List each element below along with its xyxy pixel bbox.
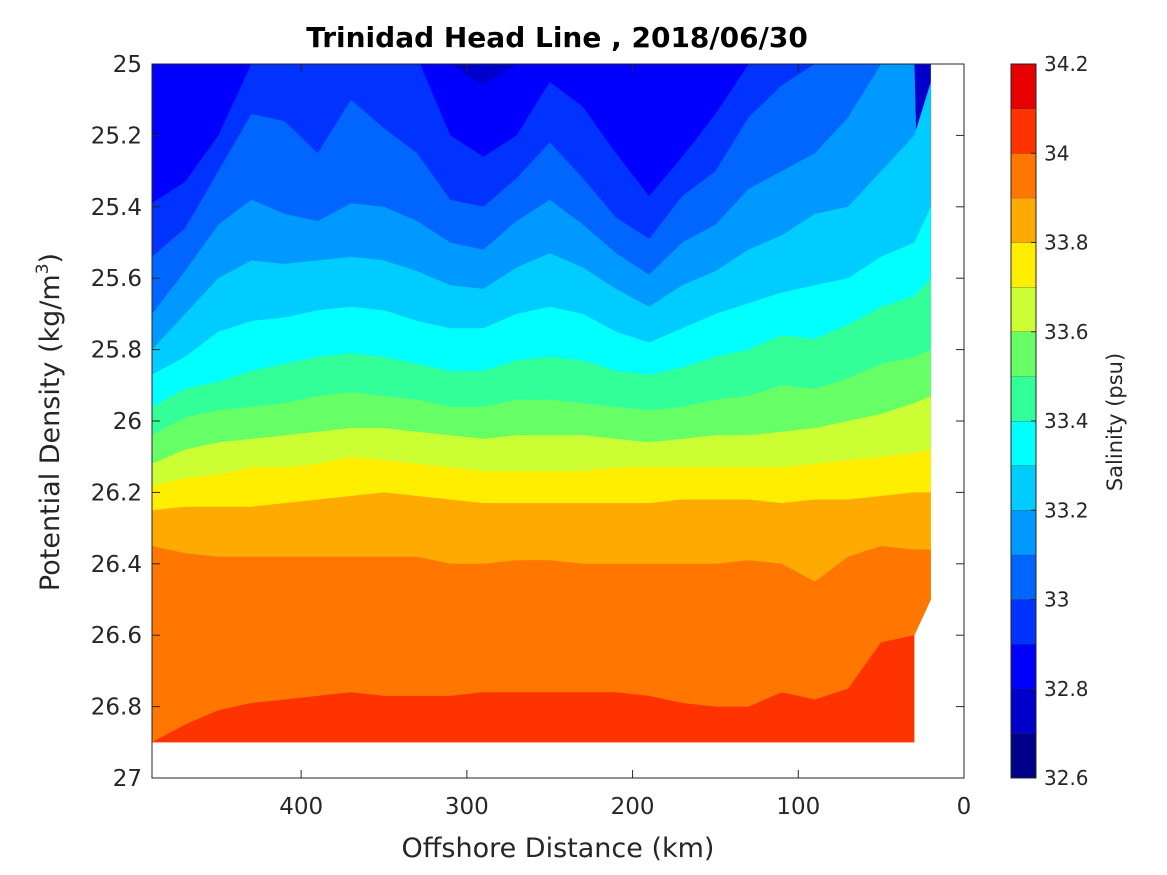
salinity-band-34 — [152, 635, 931, 743]
y-tick-label: 25.2 — [91, 123, 142, 149]
x-tick-label: 400 — [279, 794, 323, 820]
axes: 400 300 200 100 0 25 25.2 25.4 25.6 25.8 26 26.2 26.… — [91, 52, 972, 820]
colorbar-segment — [1011, 64, 1036, 109]
colorbar-segment — [1011, 153, 1036, 198]
y-tick-label: 25.8 — [91, 338, 142, 364]
colorbar-segment — [1011, 376, 1036, 421]
y-axis-label-superscript: 3 — [33, 263, 53, 274]
y-tick-label: 26.2 — [91, 480, 142, 506]
colorbar-tick-label: 34 — [1044, 141, 1069, 165]
chart-title: Trinidad Head Line , 2018/06/30 — [306, 21, 808, 54]
plot-area — [152, 64, 931, 743]
y-tick-label: 27 — [113, 766, 142, 792]
colorbar-tick-label: 32.6 — [1044, 766, 1089, 790]
salinity-band-33-9 — [152, 546, 931, 743]
colorbar-tick-label: 33 — [1044, 588, 1069, 612]
contour-fill-group — [152, 64, 931, 743]
colorbar-segment — [1011, 197, 1036, 243]
x-axis-label: Offshore Distance (km) — [402, 833, 715, 864]
colorbar-segment — [1011, 331, 1036, 377]
y-tick-label: 25.6 — [91, 266, 142, 292]
x-tick-label: 300 — [445, 794, 489, 820]
y-tick-label: 26.4 — [91, 552, 142, 578]
y-axis-label-main: Potential Density (kg/m — [35, 274, 66, 591]
colorbar-segment — [1011, 287, 1036, 332]
y-tick-label: 25 — [113, 52, 142, 78]
colorbar-tick-label: 33.6 — [1044, 320, 1089, 344]
colorbar-segment — [1011, 644, 1036, 689]
colorbar-segment — [1011, 510, 1036, 555]
y-tick-label: 26 — [113, 409, 142, 435]
colorbar-tick-label: 32.8 — [1044, 677, 1089, 701]
colorbar-segment — [1011, 599, 1036, 645]
y-axis-label-suffix: ) — [35, 253, 66, 264]
colorbar-segment — [1011, 554, 1036, 600]
y-axis-label: Potential Density (kg/m3) — [33, 253, 66, 591]
colorbar-tick-label: 33.4 — [1044, 409, 1089, 433]
y-tick-label: 26.8 — [91, 695, 142, 721]
x-tick-label: 0 — [957, 794, 972, 820]
x-tick-label: 200 — [611, 794, 655, 820]
colorbar-segment — [1011, 733, 1036, 778]
colorbar-label: Salinity (psu) — [1103, 353, 1127, 491]
y-tick-label: 25.4 — [91, 195, 142, 221]
colorbar-segment — [1011, 242, 1036, 288]
colorbar-segment — [1011, 421, 1036, 466]
colorbar-tick-label: 33.8 — [1044, 231, 1089, 255]
colorbar: 32.6 32.8 33 33.2 33.4 33.6 33.8 34 34.2 — [1010, 52, 1089, 790]
colorbar-segment — [1011, 688, 1036, 734]
x-tick-label: 100 — [776, 794, 820, 820]
colorbar-segment — [1011, 108, 1036, 154]
y-tick-label: 26.6 — [91, 623, 142, 649]
colorbar-tick-label: 33.2 — [1044, 498, 1089, 522]
colorbar-tick-label: 34.2 — [1044, 52, 1089, 76]
colorbar-segment — [1011, 465, 1036, 511]
